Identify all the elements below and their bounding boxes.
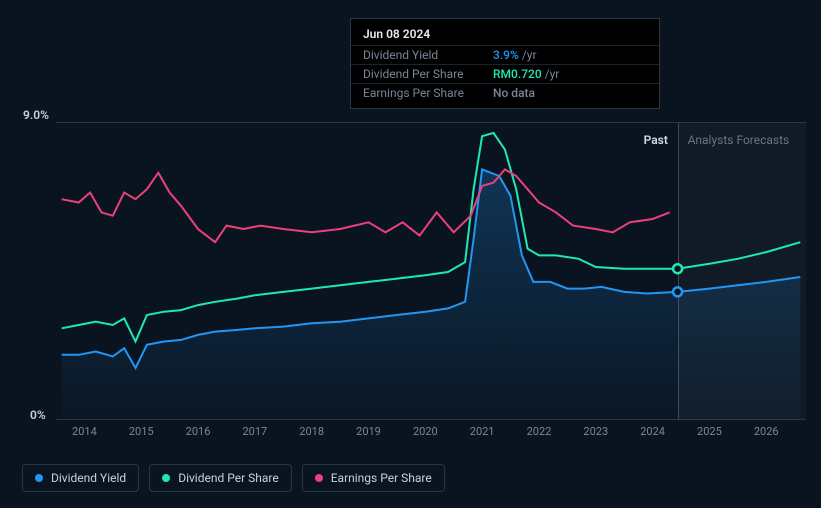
legend-dot-icon xyxy=(315,474,323,482)
x-tick-label: 2022 xyxy=(527,425,552,438)
tooltip-unit: /yr xyxy=(545,67,560,81)
tooltip-value: No data xyxy=(493,86,535,100)
chart-lines-svg xyxy=(56,123,806,419)
legend-dot-icon xyxy=(162,474,170,482)
legend: Dividend Yield Dividend Per Share Earnin… xyxy=(22,464,445,492)
tooltip-row-dps: Dividend Per Share RM0.720 /yr xyxy=(351,64,659,83)
tooltip-date: Jun 08 2024 xyxy=(351,25,659,45)
legend-item-dividend-per-share[interactable]: Dividend Per Share xyxy=(149,464,292,492)
tooltip-label: Dividend Yield xyxy=(363,48,493,62)
x-tick-label: 2025 xyxy=(697,425,722,438)
x-tick-label: 2017 xyxy=(242,425,267,438)
plot-area[interactable] xyxy=(56,122,806,420)
tooltip-unit: /yr xyxy=(522,48,537,62)
x-tick-label: 2016 xyxy=(186,425,211,438)
tooltip-row-eps: Earnings Per Share No data xyxy=(351,83,659,102)
legend-item-earnings-per-share[interactable]: Earnings Per Share xyxy=(302,464,445,492)
earnings-per-share-line xyxy=(62,169,670,242)
legend-label: Dividend Yield xyxy=(51,471,126,485)
y-axis-max-label: 9.0% xyxy=(23,108,49,122)
x-tick-label: 2026 xyxy=(754,425,779,438)
x-tick-label: 2014 xyxy=(72,425,97,438)
past-label: Past xyxy=(644,133,668,147)
x-tick-label: 2023 xyxy=(583,425,608,438)
y-axis-min-label: 0% xyxy=(30,408,46,422)
legend-item-dividend-yield[interactable]: Dividend Yield xyxy=(22,464,139,492)
legend-label: Earnings Per Share xyxy=(331,471,432,485)
dividend-yield-marker xyxy=(673,287,682,296)
x-tick-label: 2024 xyxy=(640,425,665,438)
dividend-per-share-marker xyxy=(673,264,682,273)
tooltip-value: 3.9% xyxy=(493,48,519,62)
dividend-yield-area xyxy=(62,169,801,421)
tooltip-value: RM0.720 xyxy=(493,67,542,81)
x-tick-label: 2015 xyxy=(129,425,154,438)
tooltip-row-yield: Dividend Yield 3.9% /yr xyxy=(351,45,659,64)
x-tick-label: 2021 xyxy=(470,425,495,438)
x-tick-label: 2018 xyxy=(299,425,324,438)
hover-tooltip: Jun 08 2024 Dividend Yield 3.9% /yr Divi… xyxy=(350,18,660,109)
legend-label: Dividend Per Share xyxy=(178,471,279,485)
legend-dot-icon xyxy=(35,474,43,482)
tooltip-label: Dividend Per Share xyxy=(363,67,493,81)
x-tick-label: 2019 xyxy=(356,425,381,438)
x-axis-labels: 2014 2015 2016 2017 2018 2019 2020 2021 2022 2023… xyxy=(56,425,806,445)
forecast-label: Analysts Forecasts xyxy=(688,133,790,147)
tooltip-label: Earnings Per Share xyxy=(363,86,493,100)
x-tick-label: 2020 xyxy=(413,425,438,438)
